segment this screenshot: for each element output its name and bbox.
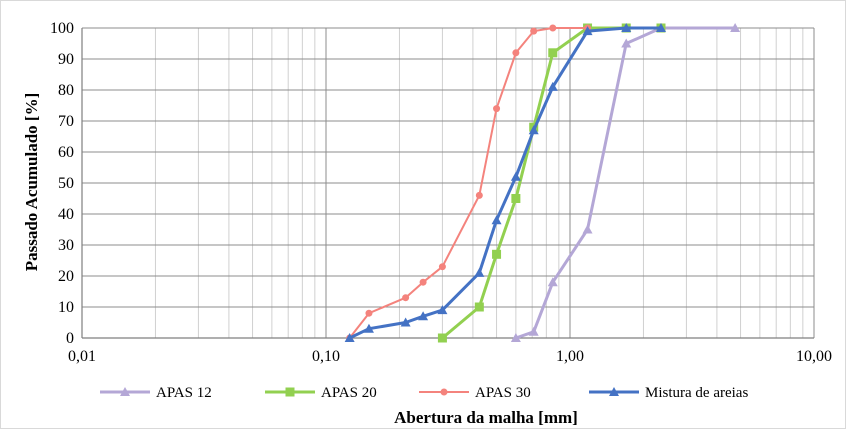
data-point bbox=[474, 302, 484, 312]
data-point bbox=[512, 49, 520, 57]
y-tick-label: 100 bbox=[50, 20, 74, 37]
data-point bbox=[621, 23, 632, 32]
data-point bbox=[510, 333, 521, 342]
data-point bbox=[475, 191, 483, 199]
data-point bbox=[528, 326, 539, 336]
y-tick-label: 60 bbox=[58, 144, 74, 161]
legend-marker bbox=[440, 388, 448, 396]
legend-marker bbox=[120, 387, 130, 396]
data-point bbox=[655, 23, 666, 32]
data-point bbox=[400, 317, 411, 327]
data-point bbox=[418, 311, 429, 321]
y-tick-label: 40 bbox=[58, 206, 74, 223]
y-tick-label: 70 bbox=[58, 113, 74, 130]
data-point bbox=[547, 277, 558, 287]
data-point bbox=[419, 278, 427, 286]
data-point bbox=[344, 333, 355, 342]
y-tick-label: 80 bbox=[58, 82, 74, 99]
data-point bbox=[493, 105, 501, 113]
grid bbox=[81, 27, 815, 339]
x-tick-label: 1,00 bbox=[556, 348, 584, 365]
data-point bbox=[510, 171, 521, 181]
y-axis-label: Passado Acumulado [%] bbox=[22, 93, 41, 272]
legend: APAS 12 APAS 20 APAS 30 Mistura de areias bbox=[100, 385, 748, 401]
data-point bbox=[528, 125, 539, 135]
data-point bbox=[582, 224, 593, 234]
legend-item-apas-30: APAS 30 bbox=[419, 385, 531, 401]
data-point bbox=[491, 215, 502, 225]
y-tick-label: 90 bbox=[58, 51, 74, 68]
data-point bbox=[437, 305, 448, 315]
series-group bbox=[344, 23, 741, 343]
tick-labels: 0 10 20 30 40 50 60 70 80 90 100 0,01 0,10 1,00 10,00 bbox=[50, 20, 832, 365]
data-point bbox=[363, 323, 374, 333]
data-point bbox=[548, 48, 558, 58]
data-point bbox=[437, 333, 447, 343]
data-point bbox=[547, 81, 558, 91]
data-point bbox=[365, 309, 373, 317]
series-apas-30 bbox=[346, 24, 592, 342]
legend-label: APAS 30 bbox=[475, 385, 531, 401]
legend-label: APAS 20 bbox=[321, 385, 377, 401]
data-point bbox=[438, 263, 446, 271]
x-tick-label: 0,01 bbox=[68, 348, 96, 365]
legend-label: APAS 12 bbox=[156, 385, 212, 401]
data-point bbox=[582, 26, 593, 36]
data-point bbox=[511, 194, 521, 203]
legend-label: Mistura de areias bbox=[645, 385, 748, 401]
legend-marker bbox=[285, 387, 295, 397]
y-tick-label: 10 bbox=[58, 299, 74, 316]
x-tick-label: 0,10 bbox=[312, 348, 340, 365]
axes bbox=[81, 28, 814, 339]
y-tick-label: 0 bbox=[66, 330, 74, 347]
data-point bbox=[549, 24, 557, 32]
legend-item-apas-12: APAS 12 bbox=[100, 385, 212, 401]
data-point bbox=[492, 249, 502, 259]
legend-marker bbox=[609, 387, 619, 396]
data-point bbox=[402, 294, 410, 302]
series-mistura-de-areias bbox=[344, 23, 666, 342]
legend-item-apas-20: APAS 20 bbox=[265, 385, 377, 401]
data-point bbox=[730, 23, 741, 32]
data-point bbox=[530, 27, 538, 35]
y-tick-label: 50 bbox=[58, 175, 74, 192]
data-point bbox=[474, 267, 485, 277]
legend-item-mistura-de-areias: Mistura de areias bbox=[589, 385, 748, 401]
data-point bbox=[621, 38, 632, 48]
x-tick-label: 10,00 bbox=[796, 348, 832, 365]
y-tick-label: 20 bbox=[58, 268, 74, 285]
x-axis-label: Abertura da malha [mm] bbox=[394, 408, 578, 427]
y-tick-label: 30 bbox=[58, 237, 74, 254]
